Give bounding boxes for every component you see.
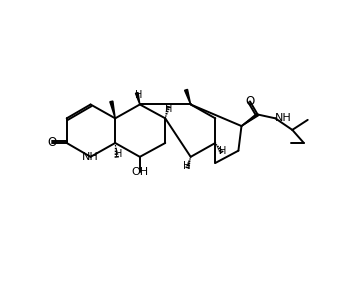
Text: O: O (245, 95, 255, 108)
Text: H: H (183, 161, 190, 171)
Text: H: H (165, 104, 173, 114)
Polygon shape (185, 89, 191, 104)
Text: H: H (114, 149, 122, 159)
Text: OH: OH (131, 167, 148, 177)
Text: H: H (219, 146, 226, 156)
Text: NH: NH (275, 113, 292, 123)
Polygon shape (110, 101, 115, 118)
Polygon shape (135, 93, 140, 104)
Polygon shape (242, 114, 258, 126)
Text: O: O (48, 136, 57, 149)
Text: NH: NH (82, 152, 99, 162)
Text: H: H (135, 90, 142, 100)
